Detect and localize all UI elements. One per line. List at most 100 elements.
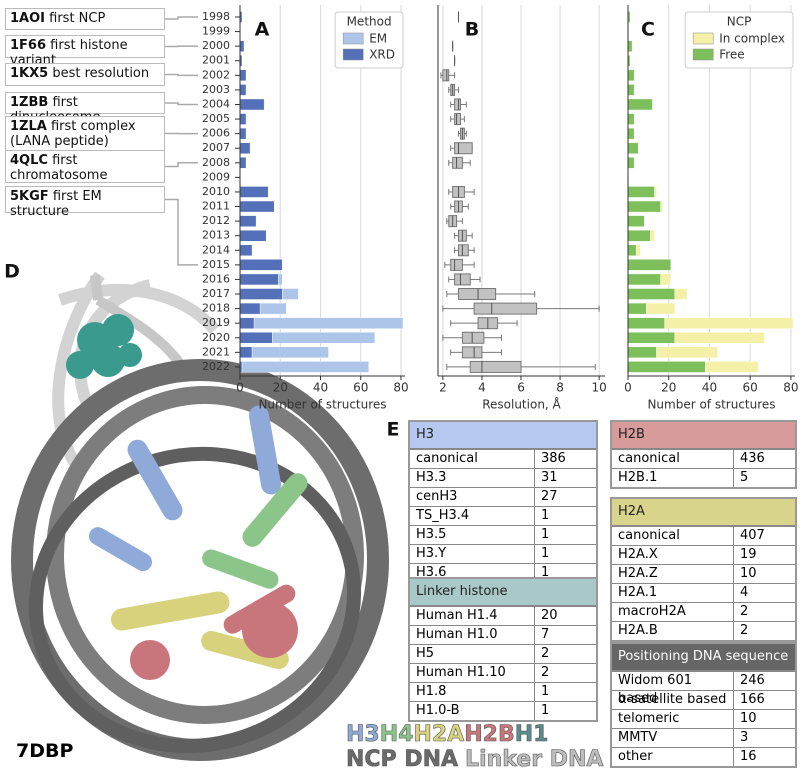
x-tick-label: 2 [439,381,447,395]
table-cell: 1 [541,508,550,523]
table-cell: 166 [740,692,765,707]
milestone-connector [165,16,198,20]
table-cell: α-satellite based [612,691,734,709]
bar [627,244,637,256]
table-header: Positioning DNA sequence [612,644,795,671]
table-cell: 2 [541,665,550,680]
legend: NCP In complex Free [684,11,794,69]
table-row: canonical 386 [410,449,596,468]
table-cell: MMTV [612,729,734,747]
milestone-connector [165,73,198,77]
bar [627,346,657,359]
y-tick-label: 2010 [202,185,230,198]
bar [239,215,257,227]
table-row: H3.3 31 [410,468,596,487]
y-tick-label: 2020 [202,331,230,344]
milestone-id: 1KX5 [10,66,49,81]
table-cell: 20 [541,608,558,623]
table-cell: H2A.X [612,546,734,564]
table-row: H1.8 1 [410,682,596,701]
bar [253,317,404,329]
bar [627,288,676,300]
milestone-id: 1F66 [10,38,47,53]
table-cell: 1 [541,703,550,718]
table-row: H3.Y 1 [410,544,596,563]
box [469,360,522,373]
milestone-id: 5KGF [10,189,49,204]
table-row: macroH2A 2 [612,602,795,621]
milestone: 1ZBB first dinucleosome [5,92,165,125]
table-cell: 19 [740,547,757,562]
bar [239,200,275,213]
bar [627,186,655,198]
y-tick-label: 2009 [202,170,230,183]
bar [627,302,647,315]
table-cell: Human H1.0 [410,626,535,644]
x-tick-label: 20 [661,381,676,395]
panel-label: D [4,261,20,283]
table-row: canonical 407 [612,526,795,545]
panel-label: C [641,19,655,41]
x-tick-label: 40 [702,381,717,395]
table-row: H2B.1 5 [612,468,795,487]
x-tick-label: 6 [517,381,525,395]
x-tick-label: 40 [313,381,328,395]
structure-legend: H3H4H2AH2BH1 NCP DNA Linker DNA [346,722,604,773]
milestone-text: first chromatosome [10,153,108,183]
milestone: 5KGF first EM structure [5,186,165,219]
x-tick-label: 10 [591,381,606,395]
x-axis-label: Number of structures [258,398,386,412]
table-cell: 10 [740,566,757,581]
table-cell: H2B.1 [612,469,734,487]
table-cell: telomeric [612,710,734,728]
box [473,302,538,315]
y-tick-label: 2001 [202,54,230,67]
x-tick-label: 4 [478,381,486,395]
table-cell: 10 [740,711,757,726]
milestone: 4QLC first chromatosome [5,150,165,183]
bar [239,69,247,82]
bar [635,244,641,256]
bar [239,142,251,154]
table-cell: 3 [740,730,749,745]
bar [627,113,635,125]
milestone-id: 1ZLA [10,119,47,134]
legend-word: H1 [514,722,549,748]
table-cell: canonical [410,450,535,468]
table-row: H2A.X 19 [612,545,795,564]
legend-word: NCP DNA [346,747,459,773]
table-row: telomeric 10 [612,709,795,728]
table-cell: 27 [541,489,558,504]
table-cell: 31 [541,470,558,485]
panel-label: A [255,19,270,41]
bar [239,346,253,359]
bar [627,157,635,169]
table-cell: 7 [541,627,550,642]
table-cell: cenH3 [410,488,535,506]
milestone-id: 1AOI [10,11,45,26]
bar [646,302,676,315]
bar [627,259,671,271]
x-tick-label: 60 [743,381,758,395]
table-cell: 2 [541,646,550,661]
legend-swatch [692,32,714,45]
bar [239,113,247,125]
bar [627,273,661,286]
table-cell: 436 [740,451,765,466]
bar [627,361,706,373]
bar [271,332,376,344]
x-tick-label: 20 [273,381,288,395]
bar [660,273,671,286]
y-tick-label: 2019 [202,316,230,329]
table-row: α-satellite based 166 [612,690,795,709]
x-tick-label: 0 [236,381,244,395]
y-tick-label: 2012 [202,214,230,227]
y-tick-label: 1999 [202,25,230,38]
table: H2B canonical 436 H2B.1 5 [610,420,797,489]
table-row: cenH3 27 [410,487,596,506]
table-cell: H3.6 [410,564,535,582]
table-cell: 16 [740,749,757,764]
y-tick-label: 2021 [202,345,230,358]
bar [664,317,794,329]
